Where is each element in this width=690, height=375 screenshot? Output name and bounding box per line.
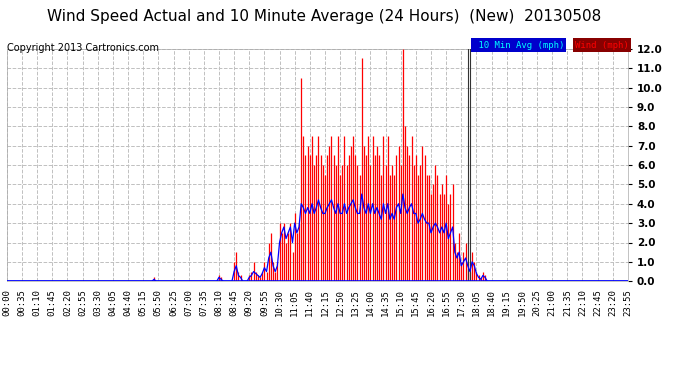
Text: Wind (mph): Wind (mph) [575, 40, 629, 50]
Text: Wind Speed Actual and 10 Minute Average (24 Hours)  (New)  20130508: Wind Speed Actual and 10 Minute Average … [47, 9, 602, 24]
Text: Copyright 2013 Cartronics.com: Copyright 2013 Cartronics.com [7, 43, 159, 53]
Text: 10 Min Avg (mph): 10 Min Avg (mph) [473, 40, 564, 50]
